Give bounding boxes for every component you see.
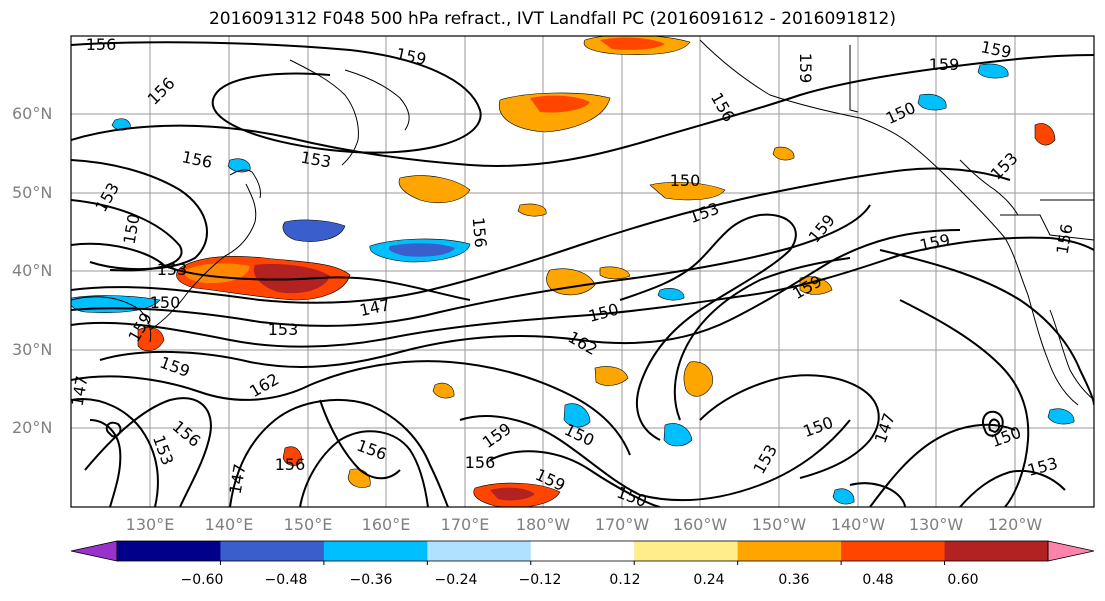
contour-label: 162 (565, 327, 601, 359)
lon-label: 140°W (830, 515, 886, 534)
geopotential-contours (71, 41, 1094, 507)
contour-label: 153 (749, 441, 781, 477)
lon-label: 180°W (515, 515, 571, 534)
lon-label: 170°W (594, 515, 650, 534)
colorbar-tick-label: 0.24 (693, 572, 725, 588)
contour-label: 159 (789, 271, 825, 303)
colorbar-segment (323, 541, 428, 561)
lon-label: 120°W (987, 515, 1043, 534)
colorbar-tick-label: −0.60 (180, 572, 224, 588)
colorbar (70, 540, 1095, 565)
lon-label: 130°E (125, 515, 175, 534)
contour-label: 156 (169, 417, 205, 451)
lon-label: 130°W (908, 515, 964, 534)
contour-label: 153 (299, 148, 332, 172)
gridlines (71, 36, 1094, 507)
contour-label: 159 (918, 230, 952, 255)
lat-label: 50°N (12, 183, 53, 202)
lon-label: 150°E (283, 515, 333, 534)
colorbar-segment (944, 541, 1049, 561)
map-panel (71, 36, 1094, 507)
lat-label: 40°N (12, 261, 53, 280)
contour-label: 156 (469, 216, 491, 248)
colorbar-tick-label: −0.24 (434, 572, 478, 588)
contour-label: 159 (479, 419, 515, 452)
colorbar-extend-min (70, 540, 118, 562)
contour-label: 159 (394, 44, 428, 69)
contour-label: 150 (801, 413, 836, 441)
lon-label: 160°E (361, 515, 411, 534)
colorbar-segment (530, 541, 635, 561)
colorbar-tick-label: −0.48 (264, 572, 308, 588)
contour-label: 156 (180, 147, 214, 172)
contour-label: 156 (707, 89, 739, 125)
contour-label: 156 (144, 74, 179, 109)
contour-label: 153 (157, 260, 188, 279)
contour-label: 150 (150, 293, 181, 312)
contour-label: 150 (586, 300, 620, 326)
coastlines (71, 39, 1094, 406)
contour-label: 147 (358, 295, 392, 320)
map-title: 2016091312 F048 500 hPa refract., IVT La… (208, 9, 896, 29)
lat-label: 30°N (12, 340, 53, 359)
colorbar-segment (117, 541, 221, 561)
colorbar-tick-label: 0.60 (947, 572, 979, 588)
colorbar-segment (220, 541, 325, 561)
contour-label: 156 (354, 436, 389, 464)
contour-label: 150 (883, 98, 919, 128)
lon-label: 150°W (751, 515, 807, 534)
contour-label: 159 (979, 37, 1013, 62)
colorbar-tick-label: −0.36 (349, 572, 393, 588)
colorbar-extend-max (1047, 540, 1095, 562)
colorbar-frame (116, 540, 1049, 562)
contour-label: 156 (275, 455, 306, 474)
colorbar-segment (427, 541, 532, 561)
map-frame (70, 35, 1095, 508)
lat-label: 60°N (12, 104, 53, 123)
colorbar-tick-label: 0.12 (609, 572, 641, 588)
contour-label: 159 (157, 353, 192, 381)
lon-label: 140°E (204, 515, 254, 534)
lon-label: 170°E (440, 515, 490, 534)
colorbar-segment (634, 541, 739, 561)
contour-label: 153 (687, 199, 722, 227)
colorbar-tick-label: 0.48 (862, 572, 894, 588)
colorbar-segment (841, 541, 946, 561)
lat-label: 20°N (12, 418, 53, 437)
contour-label: 153 (149, 433, 177, 468)
colorbar-tick-label: 0.36 (778, 572, 810, 588)
contour-label: 150 (989, 423, 1024, 451)
contour-label: 153 (268, 320, 299, 339)
contour-label: 156 (1053, 222, 1077, 255)
contour-label: 150 (670, 171, 701, 190)
contour-label: 159 (796, 53, 815, 84)
lon-label: 160°W (672, 515, 728, 534)
colorbar-tick-label: −0.12 (518, 572, 562, 588)
contour-label: 153 (987, 149, 1022, 184)
contour-label: 147 (871, 411, 899, 446)
contour-label: 159 (929, 55, 960, 74)
contour-label: 153 (1025, 454, 1059, 480)
colorbar-segment (737, 541, 842, 561)
contour-label: 150 (120, 212, 144, 245)
contour-label: 147 (226, 462, 250, 495)
contour-label: 156 (86, 35, 117, 54)
contour-label: 156 (465, 453, 496, 472)
